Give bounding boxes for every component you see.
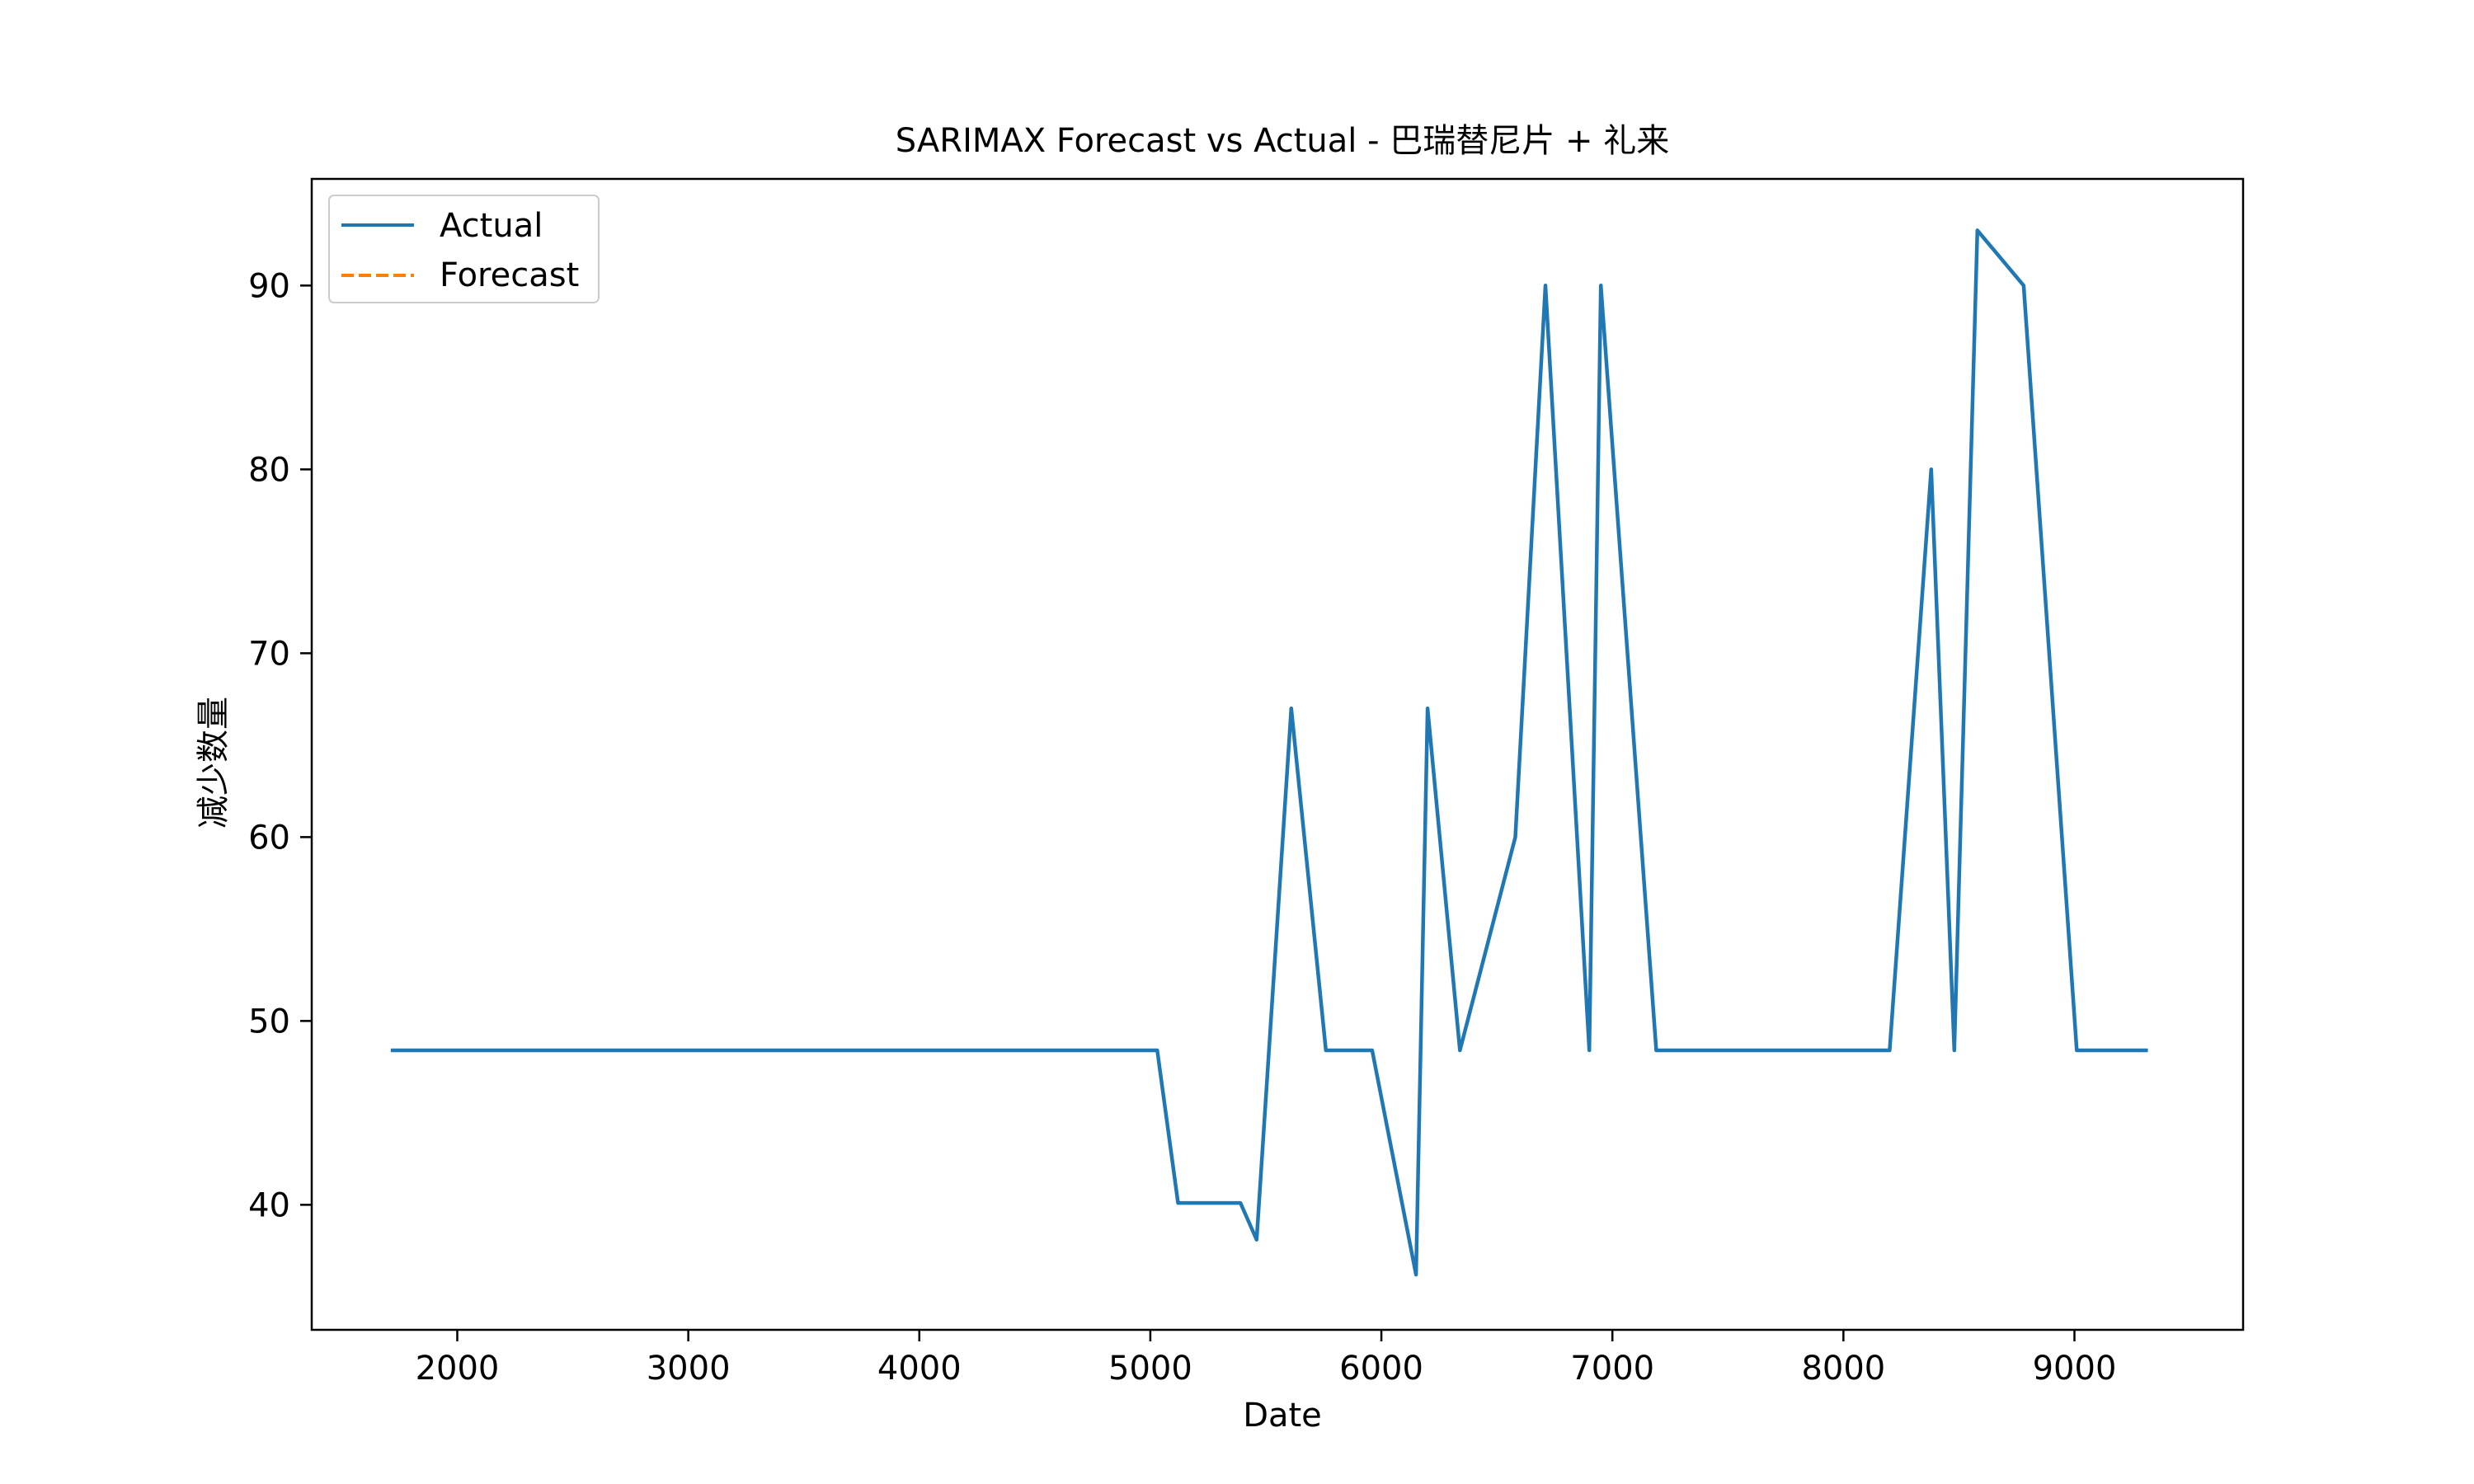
x-tick-label: 4000 <box>877 1350 962 1388</box>
plot-frame <box>310 177 2245 1331</box>
y-tick-label: 40 <box>248 1186 290 1224</box>
y-tick-label: 80 <box>248 451 290 489</box>
legend: Actual Forecast <box>328 195 600 303</box>
x-axis-label: Date <box>1243 1397 1322 1435</box>
axis-ticks: 2000 3000 4000 5000 6000 7000 8000 9000 40 50 60 70… <box>248 267 2116 1388</box>
y-tick-label: 70 <box>248 635 290 673</box>
chart-title: SARIMAX Forecast vs Actual - 巴瑞替尼片 + 礼来 <box>896 122 1669 160</box>
x-tick-label: 9000 <box>2033 1350 2117 1388</box>
x-tick-label: 6000 <box>1339 1350 1423 1388</box>
x-tick-label: 3000 <box>647 1350 731 1388</box>
y-axis-label: 减少数量 <box>195 697 233 829</box>
plot-series <box>390 228 2148 1277</box>
x-tick-label: 2000 <box>416 1350 500 1388</box>
x-tick-label: 8000 <box>1801 1350 1885 1388</box>
legend-label-actual: Actual <box>440 207 543 245</box>
y-tick-label: 90 <box>248 267 290 305</box>
legend-label-forecast: Forecast <box>440 256 579 294</box>
x-tick-label: 7000 <box>1570 1350 1654 1388</box>
x-tick-label: 5000 <box>1108 1350 1192 1388</box>
y-tick-label: 50 <box>248 1003 290 1040</box>
y-tick-label: 60 <box>248 819 290 857</box>
series-line-actual <box>390 228 2148 1277</box>
